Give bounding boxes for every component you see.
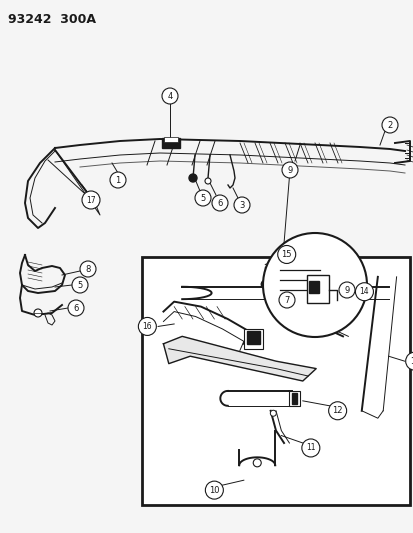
Bar — [289, 391, 299, 406]
Circle shape — [277, 246, 295, 263]
Circle shape — [233, 197, 249, 213]
Text: 13: 13 — [409, 357, 413, 366]
Text: 7: 7 — [284, 295, 289, 304]
Circle shape — [138, 318, 156, 335]
Circle shape — [281, 162, 297, 178]
Bar — [246, 332, 259, 344]
Text: 3: 3 — [239, 200, 244, 209]
Circle shape — [301, 439, 319, 457]
Text: 9: 9 — [344, 286, 349, 295]
Text: 14: 14 — [359, 287, 368, 296]
Circle shape — [195, 190, 211, 206]
Circle shape — [261, 280, 268, 288]
Circle shape — [262, 233, 366, 337]
Circle shape — [72, 277, 88, 293]
Text: 15: 15 — [281, 250, 291, 259]
Text: 12: 12 — [332, 406, 342, 415]
Circle shape — [270, 410, 275, 416]
Text: 9: 9 — [287, 166, 292, 174]
Text: 93242  300A: 93242 300A — [8, 13, 96, 26]
Circle shape — [161, 88, 178, 104]
Circle shape — [80, 261, 96, 277]
Circle shape — [34, 309, 42, 317]
Text: 11: 11 — [305, 443, 315, 453]
Circle shape — [68, 300, 84, 316]
Circle shape — [381, 117, 397, 133]
Circle shape — [328, 402, 346, 420]
Bar — [292, 393, 297, 404]
Circle shape — [253, 459, 261, 467]
Circle shape — [338, 282, 354, 298]
Circle shape — [211, 195, 228, 211]
Circle shape — [278, 292, 294, 308]
Bar — [161, 138, 180, 148]
Circle shape — [405, 352, 413, 370]
Bar — [306, 275, 328, 303]
Text: 1: 1 — [115, 175, 120, 184]
Circle shape — [205, 481, 223, 499]
Circle shape — [189, 174, 197, 182]
Text: 5: 5 — [200, 193, 205, 203]
Text: 8: 8 — [85, 264, 90, 273]
Text: 17: 17 — [86, 196, 95, 205]
Text: 4: 4 — [167, 92, 172, 101]
Text: 10: 10 — [209, 486, 219, 495]
Circle shape — [110, 172, 126, 188]
Polygon shape — [163, 336, 316, 381]
Bar — [142, 257, 409, 505]
Bar — [243, 329, 262, 349]
Text: 6: 6 — [217, 198, 222, 207]
Circle shape — [204, 178, 211, 184]
Circle shape — [355, 282, 373, 301]
Text: 16: 16 — [142, 322, 152, 331]
Text: 2: 2 — [387, 120, 392, 130]
Text: 5: 5 — [77, 280, 83, 289]
Bar — [164, 137, 178, 142]
Text: 6: 6 — [73, 303, 78, 312]
Bar — [308, 281, 318, 293]
Circle shape — [82, 191, 100, 209]
